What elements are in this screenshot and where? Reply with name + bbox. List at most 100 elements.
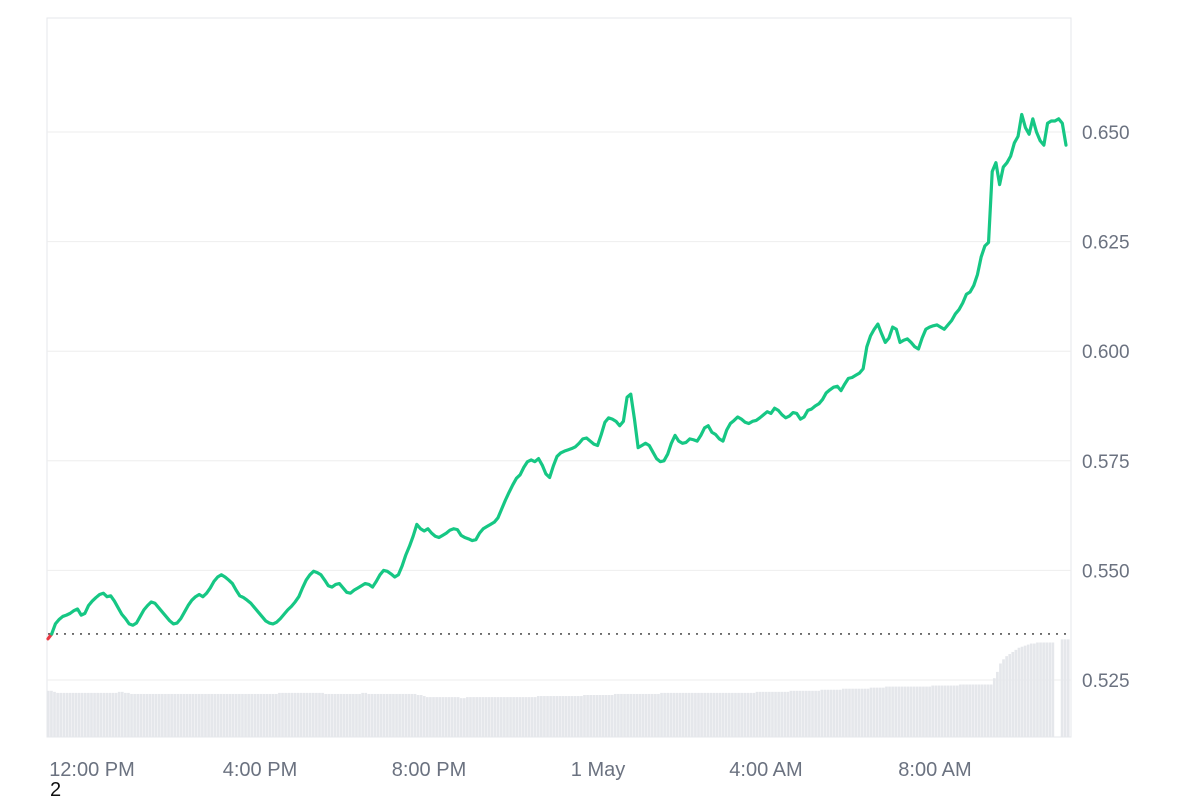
volume-bar: [684, 692, 688, 737]
volume-bar: [429, 697, 432, 737]
volume-bar: [139, 693, 143, 737]
volume-bar: [931, 685, 935, 737]
volume-bar: [1033, 643, 1036, 737]
volume-bar: [764, 691, 768, 737]
volume-bar: [740, 692, 743, 737]
volume-bar: [422, 696, 426, 737]
volume-bar: [247, 693, 250, 737]
volume-bar: [906, 686, 910, 737]
volume-bar: [231, 693, 235, 737]
volume-bar: [789, 690, 793, 737]
volume-bar: [675, 692, 679, 737]
volume-bar: [512, 697, 515, 737]
volume-bar: [154, 693, 158, 737]
volume-bar: [518, 697, 522, 737]
volume-bar: [709, 692, 713, 737]
volume-bar: [462, 698, 466, 737]
volume-bar: [573, 696, 577, 737]
volume-bar: [475, 697, 478, 737]
volume-bar: [102, 692, 106, 737]
volume-bar: [555, 696, 559, 737]
volume-bar: [315, 692, 318, 737]
volume-bar: [851, 688, 854, 737]
volume-bar: [897, 686, 901, 737]
volume-bar: [345, 693, 349, 737]
volume-bar: [311, 692, 315, 737]
volume-bar: [814, 690, 817, 737]
volume-bar: [188, 693, 192, 737]
volume-bar: [219, 693, 223, 737]
volume-bar: [989, 684, 993, 737]
volume-bar: [456, 697, 460, 737]
volume-bar: [647, 693, 651, 737]
volume-bar: [173, 693, 177, 737]
price-area-fill: [48, 114, 1066, 639]
volume-bar: [530, 697, 534, 737]
volume-bar: [607, 695, 611, 737]
volume-bar: [657, 693, 660, 737]
volume-bar: [925, 686, 928, 737]
volume-bar: [1020, 646, 1024, 737]
volume-bar: [419, 695, 423, 737]
volume-bar: [1026, 644, 1030, 737]
volume-bar: [271, 693, 275, 737]
volume-bar: [71, 692, 75, 737]
volume-bar: [367, 693, 371, 737]
volume-bar: [68, 692, 72, 737]
volume-bar: [838, 689, 842, 737]
volume-bar: [974, 684, 978, 737]
volume-bar: [241, 693, 244, 737]
volume-bar: [324, 693, 328, 737]
volume-bar: [570, 696, 574, 737]
volume-bar: [256, 693, 260, 737]
volume-bar: [416, 695, 420, 737]
volume-bar: [302, 692, 306, 737]
volume-bar: [290, 692, 294, 737]
volume-bar: [1008, 654, 1012, 737]
volume-bar: [780, 691, 784, 737]
volume-bar: [783, 691, 787, 737]
volume-bar: [524, 697, 528, 737]
volume-bar: [613, 693, 617, 737]
volume-bar: [450, 697, 454, 737]
volume-bar: [928, 686, 931, 737]
volume-bar: [641, 693, 645, 737]
volume-bar: [361, 692, 364, 737]
volume-bar: [62, 692, 66, 737]
volume-bar: [540, 696, 543, 737]
volume-bar: [629, 693, 633, 737]
volume-bar: [567, 696, 571, 737]
volume-bar: [934, 685, 938, 737]
volume-bar: [878, 687, 882, 737]
volume-bar: [595, 695, 599, 737]
volume-bar: [866, 688, 870, 737]
volume-bar: [395, 693, 398, 737]
volume-bar: [576, 696, 580, 737]
volume-bar: [478, 697, 482, 737]
volume-bar: [74, 692, 78, 737]
volume-bar: [623, 693, 626, 737]
volume-bar: [983, 684, 987, 737]
volume-bar: [321, 692, 324, 737]
volume-bar: [835, 689, 839, 737]
volume-bar: [47, 690, 50, 737]
volume-bar: [114, 692, 118, 737]
volume-bar: [848, 688, 851, 737]
volume-bar: [795, 690, 799, 737]
volume-bar: [225, 693, 229, 737]
volume-bar: [718, 692, 722, 737]
volume-bar: [909, 686, 913, 737]
volume-bar: [882, 687, 885, 737]
volume-bar: [527, 697, 531, 737]
volume-bar: [669, 692, 673, 737]
volume-bar: [426, 697, 429, 737]
volume-bar: [111, 692, 115, 737]
volume-bar: [191, 693, 195, 737]
volume-bar: [161, 693, 164, 737]
volume-bar: [404, 693, 408, 737]
volume-bar: [385, 693, 389, 737]
volume-bar: [801, 690, 805, 737]
volume-bar: [1014, 649, 1018, 737]
volume-bar: [197, 693, 201, 737]
volume-bar: [992, 678, 996, 737]
